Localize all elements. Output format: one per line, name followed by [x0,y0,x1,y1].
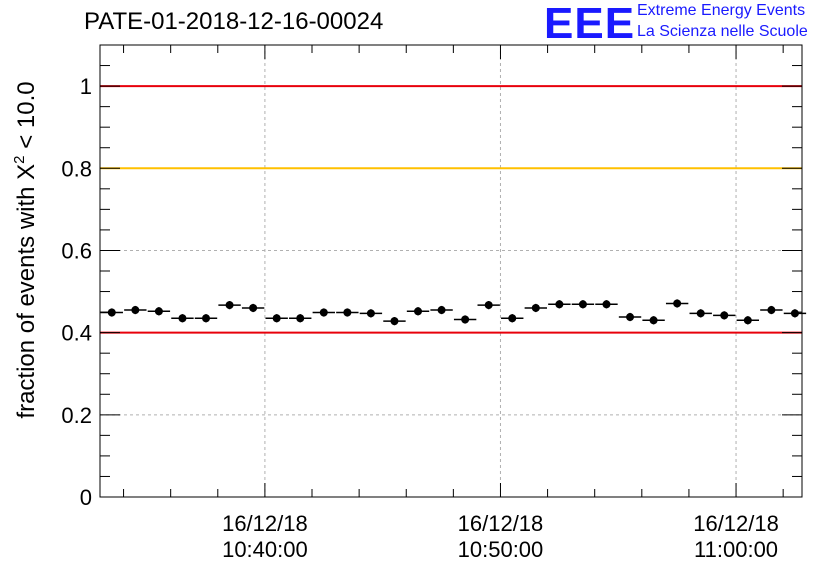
data-point [383,317,406,326]
point-marker [249,303,258,312]
data-point [713,311,736,320]
data-point [100,308,123,317]
point-marker [366,309,375,318]
point-marker [461,315,470,324]
point-marker [178,314,187,323]
point-marker [414,307,423,316]
data-point [218,300,241,310]
point-marker [720,311,729,320]
point-marker [555,300,564,309]
point-marker [390,317,399,326]
data-point [147,307,171,316]
data-point [501,314,524,323]
data-point [359,309,383,318]
point-marker [319,308,328,317]
grid-lines [100,45,802,497]
run-title: PATE-01-2018-12-16-00024 [84,8,384,35]
data-point [312,308,335,317]
y-tick-label: 0.8 [61,156,92,181]
point-marker [790,309,799,318]
point-marker [272,314,281,323]
data-point [548,300,571,309]
data-point [171,314,194,323]
y-tick-label: 0 [80,485,92,510]
point-marker [578,300,587,309]
data-point [265,314,288,323]
point-marker [602,300,611,309]
x-tick-label-time: 11:00:00 [694,537,778,562]
point-marker [696,309,705,318]
data-point [289,314,312,323]
point-marker [343,308,352,317]
point-marker [484,301,493,310]
y-axis-label-prefix: fraction of events with X [13,164,40,419]
point-marker [767,306,776,315]
data-point [665,299,689,308]
data-point [524,303,547,313]
data-point [406,307,430,316]
data-point [571,300,595,309]
data-point [453,315,477,324]
data-point [736,316,760,325]
data-point [783,309,807,318]
y-tick-label: 0.2 [61,403,92,428]
data-points [100,299,807,326]
x-tick-label-time: 10:50:00 [458,537,544,562]
point-marker [225,301,234,310]
logo-caption-2: La Scienza nelle Scuole [637,23,808,40]
data-point [241,303,265,313]
data-point [477,300,500,310]
y-axis-label-suffix: < 10.0 [13,81,40,155]
data-point [689,309,712,318]
data-point [194,314,218,323]
data-point [430,305,453,315]
data-point [618,312,642,322]
logo-caption-1: Extreme Energy Events [637,2,806,19]
point-marker [531,303,540,312]
y-axis-label-superscript: 2 [11,155,28,163]
x-tick-labels: 16/12/1810:40:0016/12/1810:50:0016/12/18… [222,511,779,562]
point-marker [202,314,211,323]
point-marker [508,314,517,323]
eee-logo: EEE [544,0,636,48]
data-point [760,305,783,315]
x-tick-label-date: 16/12/18 [222,511,308,536]
point-marker [649,316,658,325]
y-tick-label: 0.4 [61,321,92,346]
point-marker [743,316,752,325]
plot-frame [99,44,803,498]
y-axis-label: fraction of events with X2 < 10.0 [11,81,40,418]
axis-ticks [100,45,802,498]
point-marker [154,307,163,316]
point-marker [673,299,682,308]
data-point [642,316,665,325]
data-point [336,308,359,317]
y-tick-label: 0.6 [61,238,92,263]
reference-lines [100,85,802,334]
point-marker [131,306,140,315]
x-tick-label-date: 16/12/18 [693,511,779,536]
data-point [595,300,618,309]
data-point [124,305,147,315]
x-tick-label-time: 10:40:00 [222,537,308,562]
point-marker [437,306,446,315]
point-marker [296,314,305,323]
point-marker [107,308,116,317]
point-marker [626,313,635,322]
x-tick-label-date: 16/12/18 [458,511,544,536]
y-tick-labels: 0 0.2 0.4 0.6 0.8 1 [61,74,92,510]
y-tick-label: 1 [80,74,92,99]
